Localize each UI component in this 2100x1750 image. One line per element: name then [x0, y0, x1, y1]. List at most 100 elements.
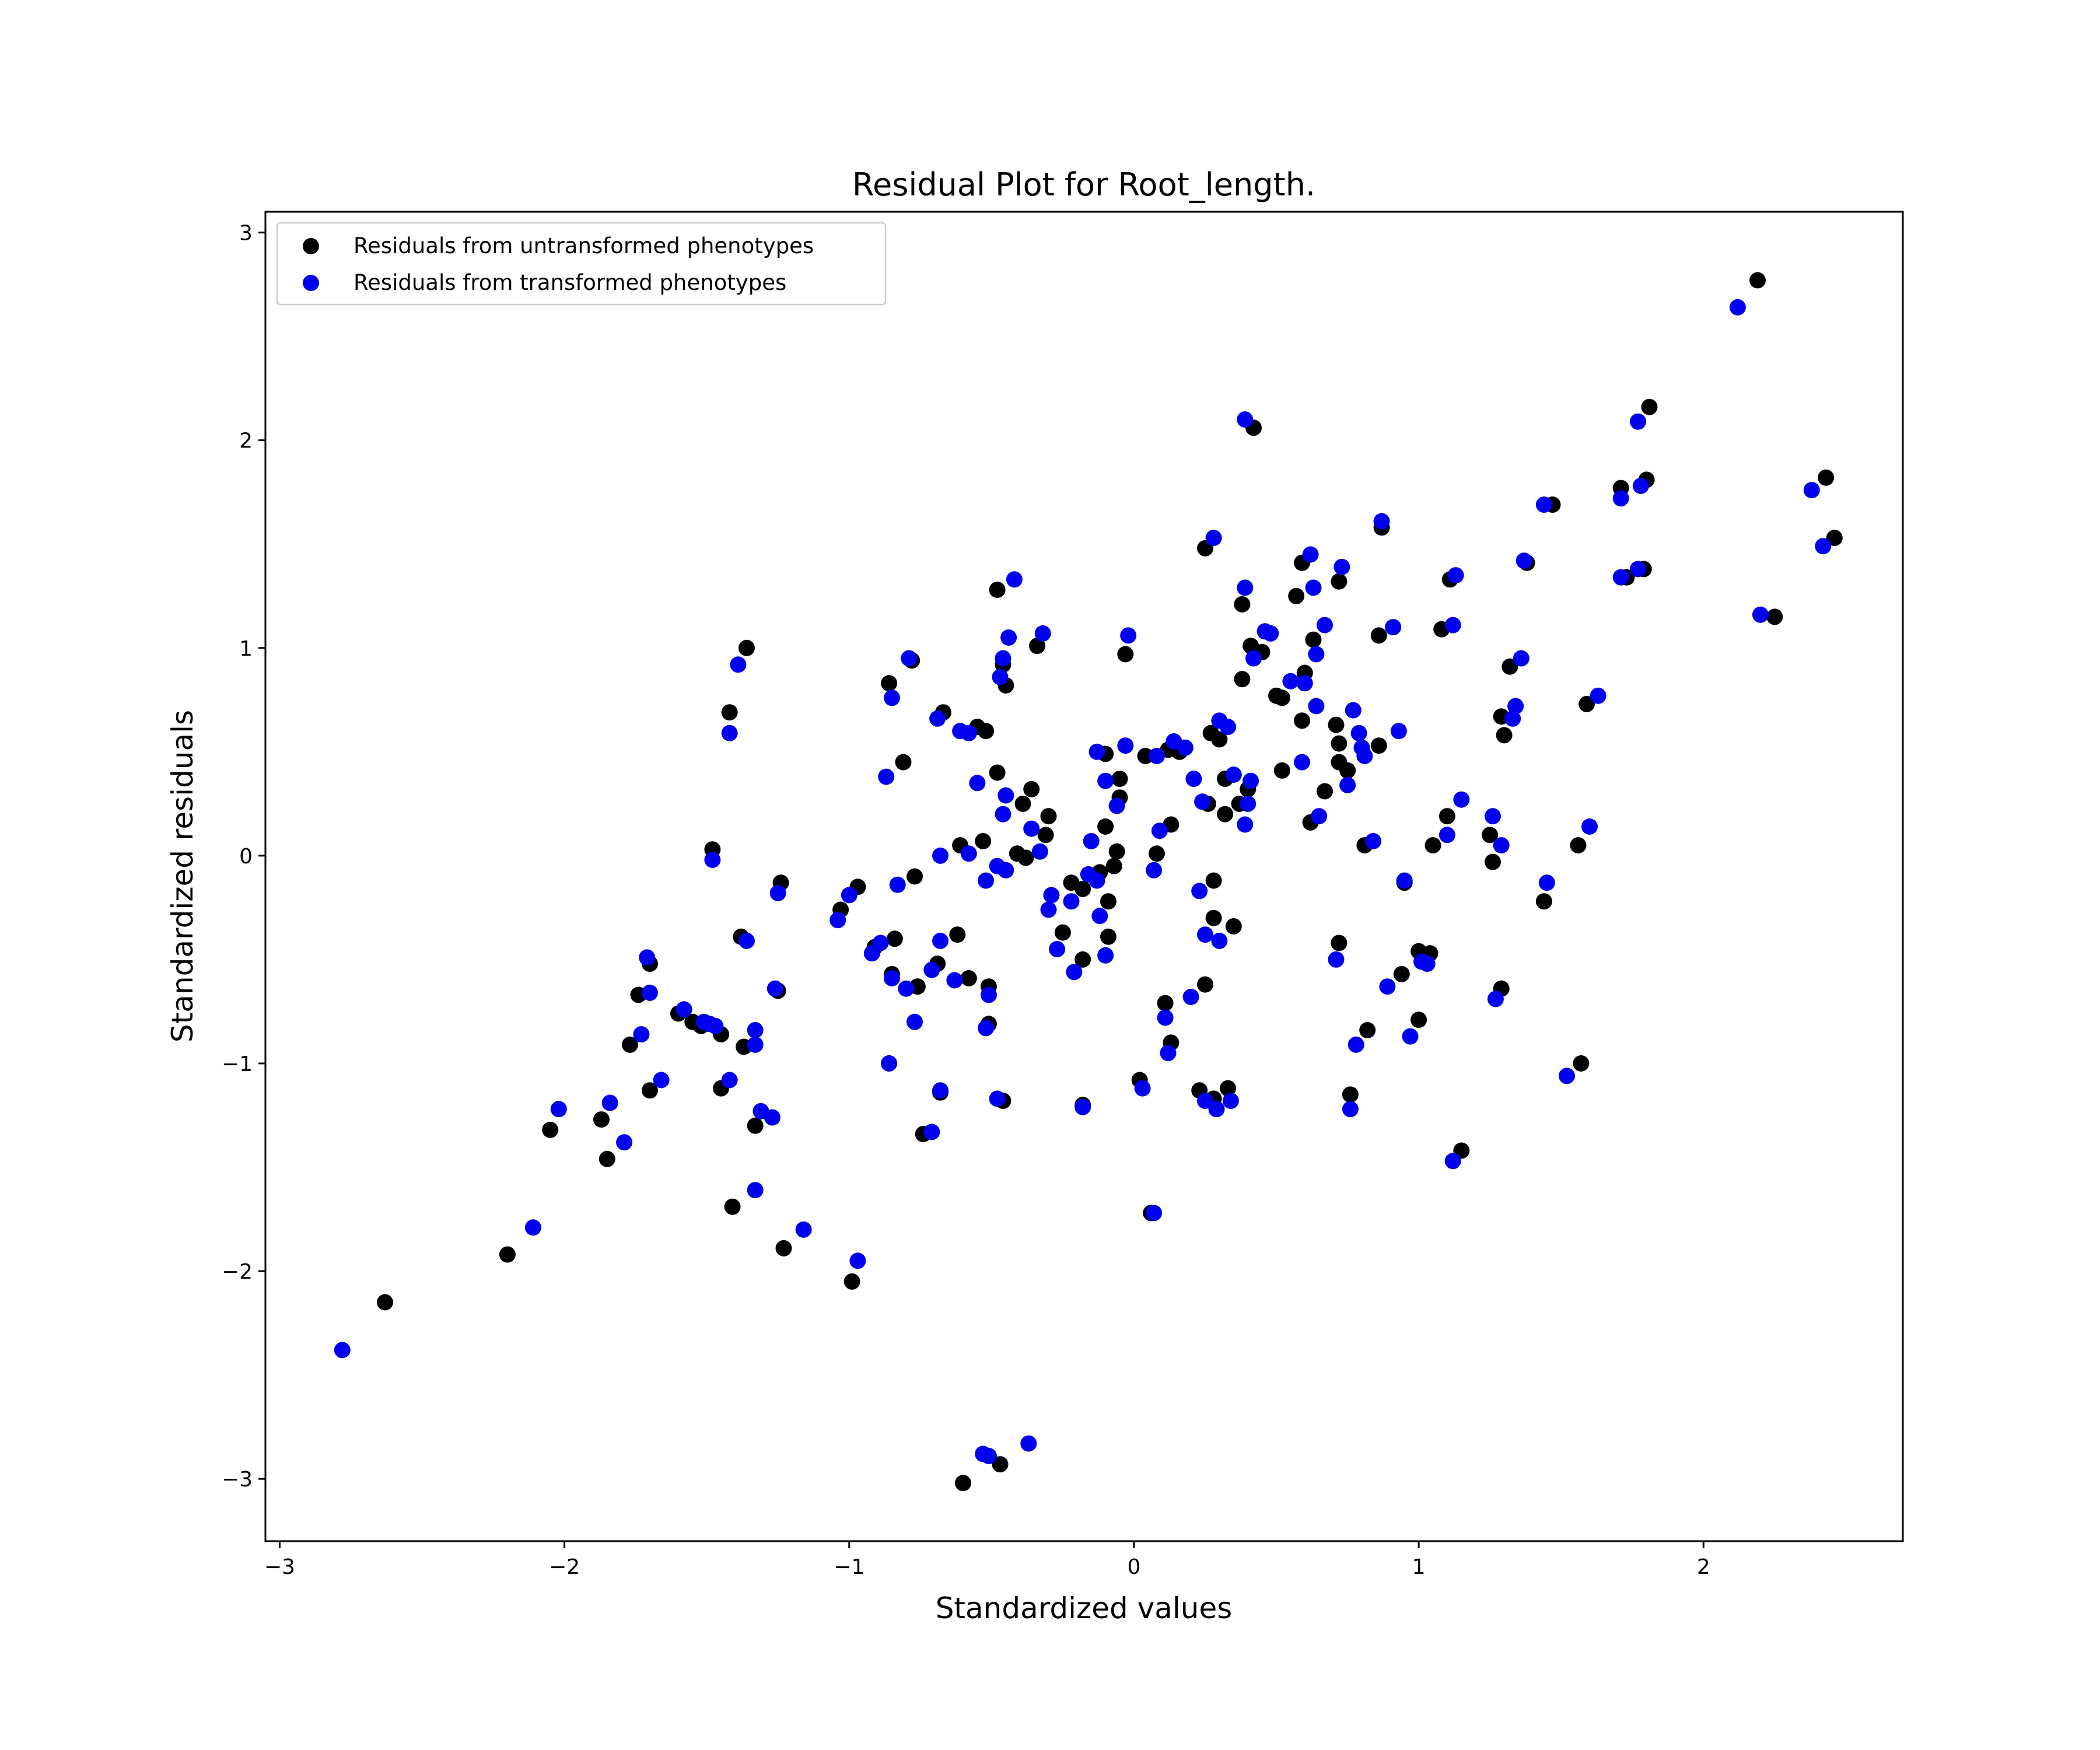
chart-title: Residual Plot for Root_length. [852, 166, 1315, 203]
data-point [1365, 833, 1381, 849]
data-point [721, 724, 738, 741]
data-point [1282, 673, 1299, 690]
data-point [1083, 833, 1100, 849]
data-point [747, 1022, 764, 1038]
data-point [992, 1456, 1009, 1473]
data-point [1097, 947, 1114, 964]
data-point [1066, 964, 1083, 981]
data-point [995, 806, 1012, 822]
data-point [989, 1090, 1006, 1107]
data-point [1288, 587, 1305, 604]
data-point [1502, 658, 1518, 675]
data-point [1573, 1055, 1590, 1072]
data-point [1752, 606, 1769, 623]
data-point [766, 980, 783, 997]
data-point [1438, 827, 1455, 844]
data-points [334, 272, 1843, 1492]
data-point [377, 1294, 393, 1311]
data-point [1370, 627, 1387, 644]
data-point [901, 650, 918, 667]
data-point [1000, 629, 1017, 646]
data-point [1225, 918, 1242, 935]
data-point [1339, 776, 1356, 793]
data-point [1146, 862, 1163, 878]
data-point [1581, 818, 1598, 835]
data-point [1117, 646, 1134, 663]
data-point [1088, 872, 1105, 889]
data-point [1149, 748, 1165, 764]
data-point [730, 656, 747, 673]
data-point [1356, 748, 1373, 764]
y-tick-label: −3 [222, 1468, 253, 1492]
y-tick-label: 2 [239, 429, 253, 453]
data-point [1826, 530, 1843, 547]
data-point [704, 852, 721, 868]
data-point [1342, 1086, 1359, 1103]
data-point [849, 1252, 866, 1269]
data-point [1097, 818, 1114, 835]
data-point [707, 1017, 724, 1034]
data-point [881, 675, 898, 692]
data-point [949, 926, 966, 943]
data-point [1393, 965, 1410, 982]
data-point [1516, 552, 1532, 569]
data-point [1160, 1045, 1177, 1062]
data-point [1034, 625, 1051, 642]
data-point [769, 885, 786, 901]
y-tick-label: −1 [222, 1052, 253, 1076]
data-point [601, 1094, 618, 1111]
data-point [1137, 748, 1154, 764]
data-point [1074, 1098, 1091, 1115]
data-point [1205, 530, 1222, 547]
data-point [642, 1082, 658, 1099]
x-axis-label: Standardized values [936, 1591, 1233, 1625]
data-point [989, 764, 1006, 781]
data-point [1444, 617, 1461, 634]
data-point [946, 972, 963, 989]
data-point [499, 1246, 516, 1263]
data-point [884, 970, 900, 986]
data-point [1191, 883, 1208, 900]
data-point [1100, 928, 1116, 945]
data-point [738, 639, 755, 656]
y-tick-label: 0 [239, 845, 253, 869]
y-axis-label: Standardized residuals [166, 710, 200, 1042]
data-point [1311, 808, 1328, 825]
data-point [884, 690, 900, 706]
data-point [1559, 1068, 1575, 1084]
data-point [1014, 795, 1031, 812]
data-point [1302, 546, 1319, 563]
data-point [1220, 1080, 1236, 1097]
data-point [616, 1134, 633, 1151]
data-point [1217, 806, 1234, 822]
data-point [633, 1026, 650, 1043]
legend-label-transformed: Residuals from transformed phenotypes [354, 270, 786, 295]
data-point [1348, 1036, 1364, 1053]
data-point [932, 932, 949, 949]
data-point [1485, 808, 1501, 825]
data-point [721, 1072, 738, 1088]
data-point [1294, 712, 1310, 729]
data-point [1054, 924, 1071, 941]
plot-frame [264, 211, 1904, 1542]
data-point [872, 935, 889, 951]
data-point [1197, 1093, 1213, 1110]
data-point [1641, 398, 1658, 415]
data-point [598, 1150, 615, 1167]
data-point [1385, 619, 1402, 636]
data-point [907, 868, 923, 885]
axis-ticks: −3 −2 −1 0 1 2 −3 −2 −1 0 1 2 3 [222, 222, 1710, 1579]
data-point [1630, 561, 1646, 578]
data-point [1049, 941, 1066, 958]
data-point [1091, 908, 1108, 925]
data-point [1108, 843, 1125, 860]
data-point [1211, 731, 1228, 748]
data-point [989, 582, 1006, 598]
data-point [1331, 935, 1348, 951]
data-point [1273, 690, 1290, 706]
data-point [1029, 638, 1045, 654]
data-point [1444, 1153, 1461, 1170]
data-point [724, 1198, 741, 1215]
data-point [1006, 571, 1023, 588]
data-point [969, 775, 986, 792]
